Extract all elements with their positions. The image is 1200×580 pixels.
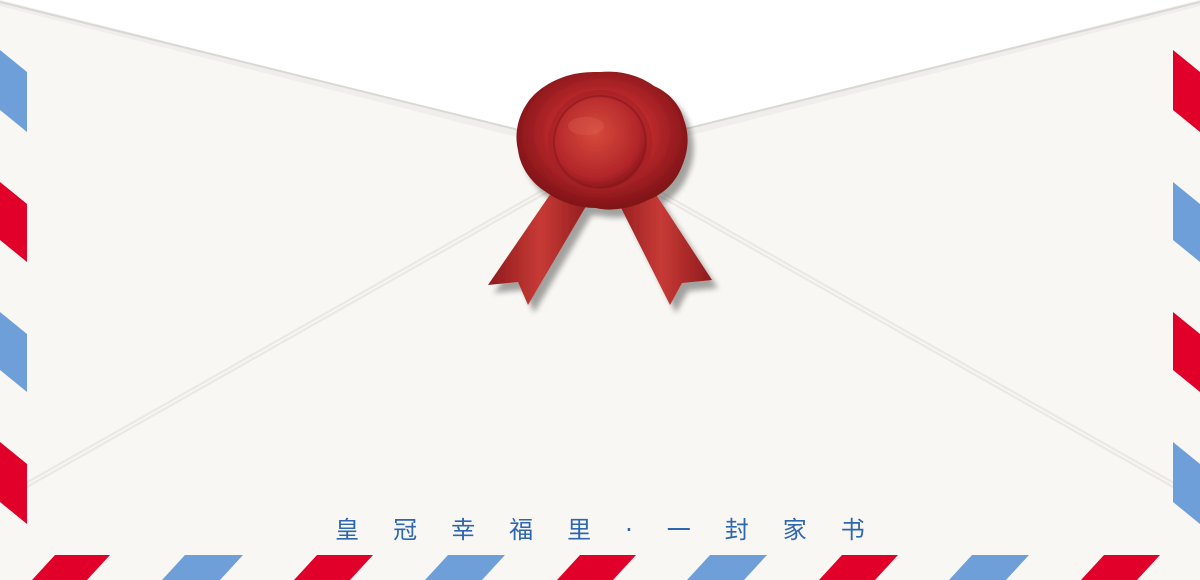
left-airmail-stripes xyxy=(0,50,27,524)
tagline-text: 皇冠幸福里·一封家书 xyxy=(335,516,899,544)
right-airmail-stripes xyxy=(1173,50,1200,524)
wax-seal-icon xyxy=(488,71,712,305)
bottom-airmail-stripes xyxy=(32,555,1160,580)
